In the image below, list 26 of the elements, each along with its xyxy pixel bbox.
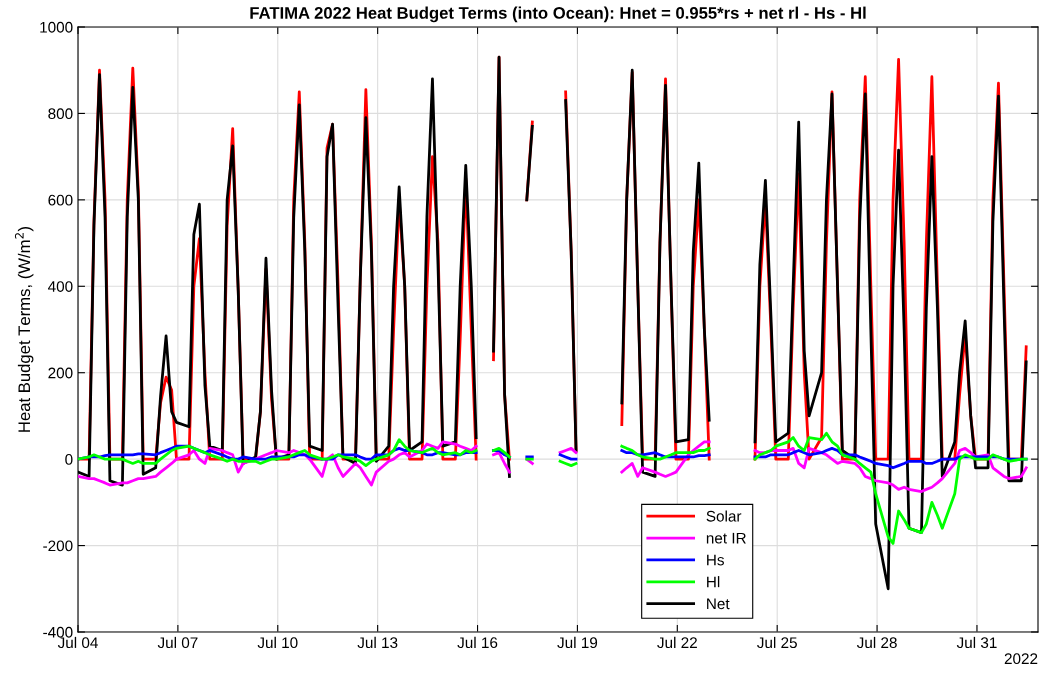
x-tick-label: Jul 10 — [257, 636, 298, 649]
x-tick-label: Jul 04 — [57, 636, 98, 649]
legend-label: Hs — [707, 554, 724, 566]
y-tick-label: 0 — [65, 454, 73, 465]
legend-label: Hl — [707, 576, 720, 588]
x-tick-label: Jul 16 — [457, 636, 498, 649]
chart-title: FATIMA 2022 Heat Budget Terms (into Ocean): Hnet = 0.955*rs + net rl - Hs - Hl — [250, 6, 866, 23]
x-tick-label: Jul 25 — [757, 636, 797, 649]
y-tick-label: 400 — [48, 281, 73, 292]
y-tick-label: 200 — [48, 367, 73, 379]
x-tick-label: Jul 22 — [657, 636, 697, 649]
x-tick-label: Jul 07 — [157, 636, 198, 649]
text: 2022 — [1004, 653, 1038, 665]
y-axis-title: Heat Budget Terms, (W/m$^{2}$) — [14, 226, 34, 432]
y-tick-label: -200 — [43, 540, 73, 552]
x-tick-label: Jul 31 — [956, 636, 997, 649]
x-tick-label: Jul 13 — [357, 636, 398, 649]
y-tick-label: 1000 — [40, 21, 73, 33]
y-tick-label: 600 — [48, 194, 73, 206]
y-tick-label: 800 — [48, 108, 73, 120]
legend-label: net IR — [706, 532, 746, 544]
x-tick-label: Jul 28 — [856, 636, 897, 649]
x-tick-label: Jul 19 — [557, 636, 598, 649]
legend-label: Solar — [706, 510, 742, 522]
legend-label: Net — [707, 598, 730, 610]
y-tick-label: -400 — [43, 626, 73, 638]
